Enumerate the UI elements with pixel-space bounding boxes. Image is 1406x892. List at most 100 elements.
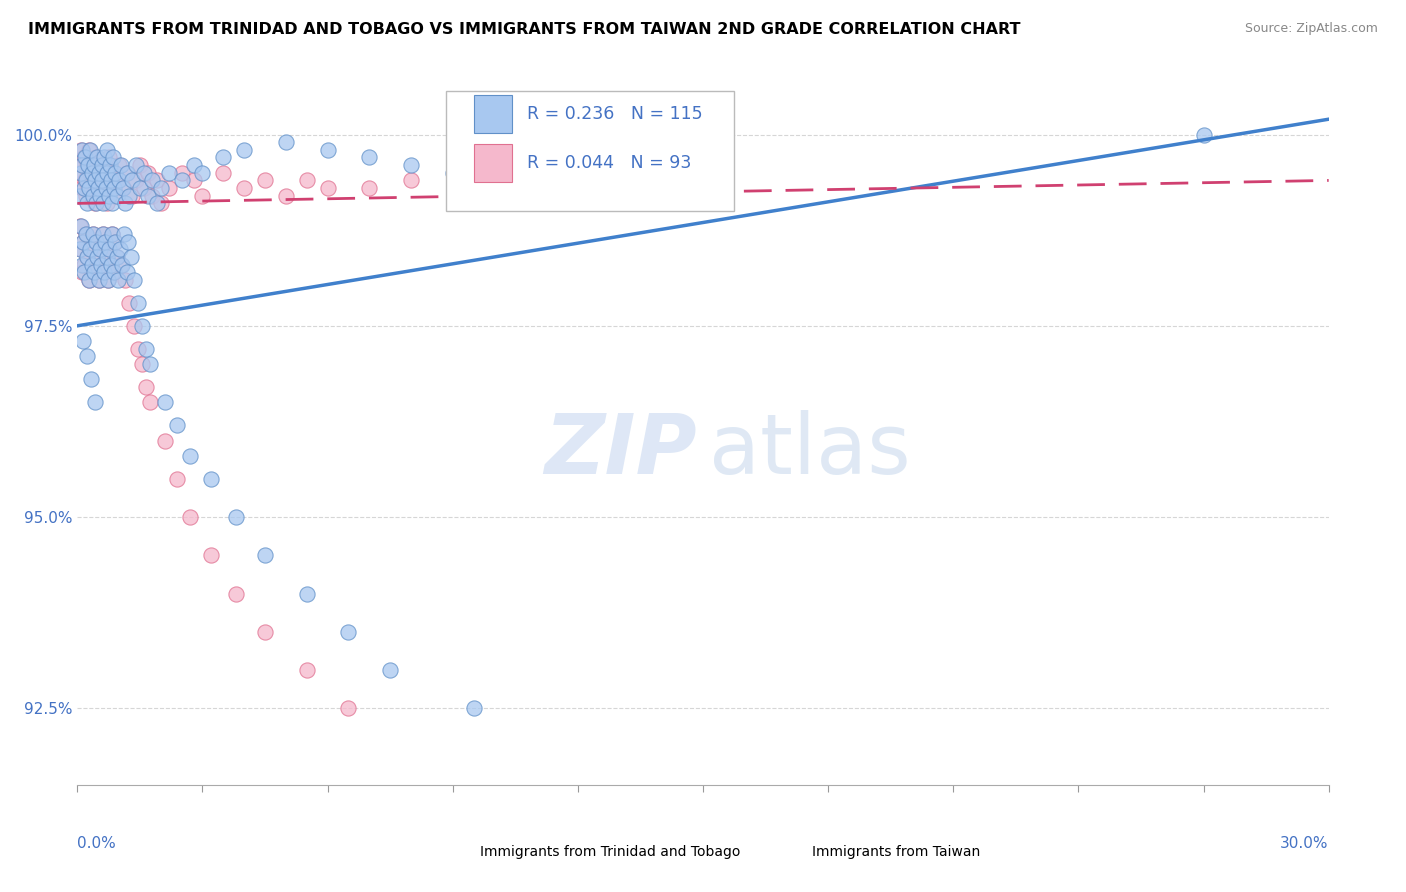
- Point: [84, 395, 107, 409]
- Point: [274, 188, 297, 202]
- FancyBboxPatch shape: [474, 95, 512, 133]
- Point: [79, 166, 101, 180]
- Point: [191, 188, 214, 202]
- Point: [114, 273, 136, 287]
- Point: [97, 151, 120, 165]
- Point: [135, 342, 157, 356]
- Point: [253, 624, 276, 639]
- Point: [76, 181, 98, 195]
- Point: [70, 242, 93, 256]
- Text: R = 0.044   N = 93: R = 0.044 N = 93: [527, 154, 690, 172]
- FancyBboxPatch shape: [440, 843, 471, 862]
- Point: [94, 235, 117, 249]
- FancyBboxPatch shape: [474, 145, 512, 182]
- Point: [91, 158, 114, 172]
- Point: [212, 151, 235, 165]
- Point: [129, 158, 152, 172]
- Point: [295, 587, 318, 601]
- Point: [101, 166, 124, 180]
- Point: [86, 151, 108, 165]
- Point: [96, 166, 118, 180]
- Point: [101, 227, 124, 241]
- Point: [399, 173, 422, 187]
- Point: [77, 273, 100, 287]
- Point: [131, 318, 153, 333]
- Point: [87, 166, 110, 180]
- Text: Source: ZipAtlas.com: Source: ZipAtlas.com: [1244, 22, 1378, 36]
- Point: [121, 173, 143, 187]
- Point: [83, 173, 105, 187]
- Text: Immigrants from Taiwan: Immigrants from Taiwan: [811, 845, 980, 859]
- Point: [83, 265, 105, 279]
- Point: [141, 188, 163, 202]
- Point: [166, 418, 188, 433]
- Point: [77, 143, 100, 157]
- Point: [73, 265, 96, 279]
- Point: [76, 158, 98, 172]
- Point: [225, 587, 247, 601]
- Point: [97, 188, 120, 202]
- Point: [67, 188, 90, 202]
- Point: [118, 296, 141, 310]
- FancyBboxPatch shape: [772, 843, 803, 862]
- Point: [112, 181, 135, 195]
- Point: [104, 235, 127, 249]
- Point: [200, 549, 222, 563]
- Point: [101, 227, 124, 241]
- Point: [80, 258, 103, 272]
- Point: [90, 258, 112, 272]
- Point: [91, 227, 114, 241]
- Point: [97, 273, 120, 287]
- Point: [76, 250, 98, 264]
- Point: [86, 181, 108, 195]
- Point: [70, 219, 93, 234]
- Point: [91, 196, 114, 211]
- Point: [83, 196, 105, 211]
- Point: [135, 380, 157, 394]
- Point: [93, 265, 115, 279]
- Point: [132, 181, 155, 195]
- Point: [75, 227, 97, 241]
- Point: [76, 158, 98, 172]
- Point: [98, 242, 121, 256]
- Point: [125, 158, 148, 172]
- Point: [112, 227, 135, 241]
- Point: [79, 242, 101, 256]
- Point: [69, 166, 91, 180]
- Point: [170, 166, 193, 180]
- Point: [108, 242, 131, 256]
- Point: [83, 158, 105, 172]
- Point: [69, 242, 91, 256]
- Point: [104, 166, 127, 180]
- Point: [80, 258, 103, 272]
- Point: [100, 258, 122, 272]
- Point: [89, 242, 111, 256]
- Point: [183, 173, 205, 187]
- Point: [359, 151, 381, 165]
- Point: [72, 235, 94, 249]
- Point: [98, 242, 121, 256]
- Point: [120, 250, 142, 264]
- Point: [72, 181, 94, 195]
- Point: [125, 173, 148, 187]
- Point: [69, 143, 91, 157]
- Point: [110, 258, 132, 272]
- Point: [91, 173, 114, 187]
- Point: [72, 334, 94, 348]
- Point: [96, 196, 118, 211]
- Point: [100, 196, 122, 211]
- FancyBboxPatch shape: [447, 91, 734, 211]
- Point: [139, 357, 162, 371]
- Point: [117, 235, 139, 249]
- Point: [122, 318, 145, 333]
- Point: [145, 173, 167, 187]
- Point: [103, 265, 125, 279]
- Point: [80, 166, 103, 180]
- Point: [69, 219, 91, 234]
- Point: [337, 624, 360, 639]
- Point: [76, 196, 98, 211]
- Point: [82, 227, 104, 241]
- Point: [149, 181, 172, 195]
- Point: [233, 143, 256, 157]
- Point: [72, 151, 94, 165]
